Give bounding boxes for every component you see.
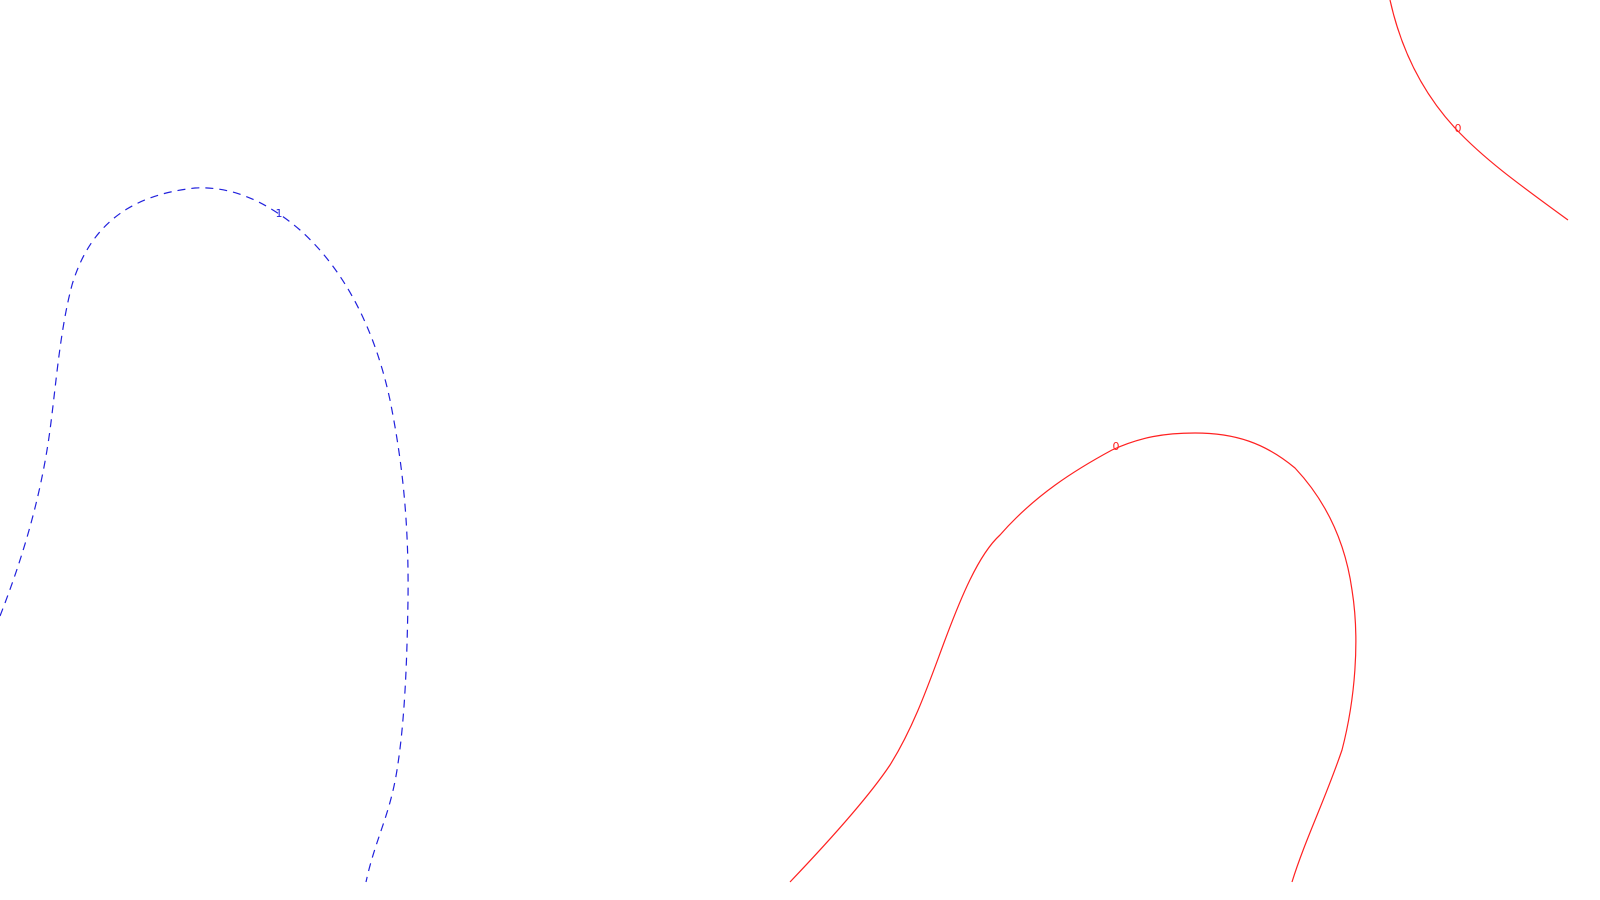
contour-line-level-0-lower [789, 432, 1357, 883]
contour-label-level-0-lower: 0 [1113, 440, 1120, 453]
contour-label-level-0-upper-right: 0 [1455, 122, 1462, 135]
contour-line-level-0-upper-right [1389, 0, 1569, 221]
contour-line-level-1 [0, 187, 409, 883]
contour-label-level-1: 1 [276, 207, 283, 220]
